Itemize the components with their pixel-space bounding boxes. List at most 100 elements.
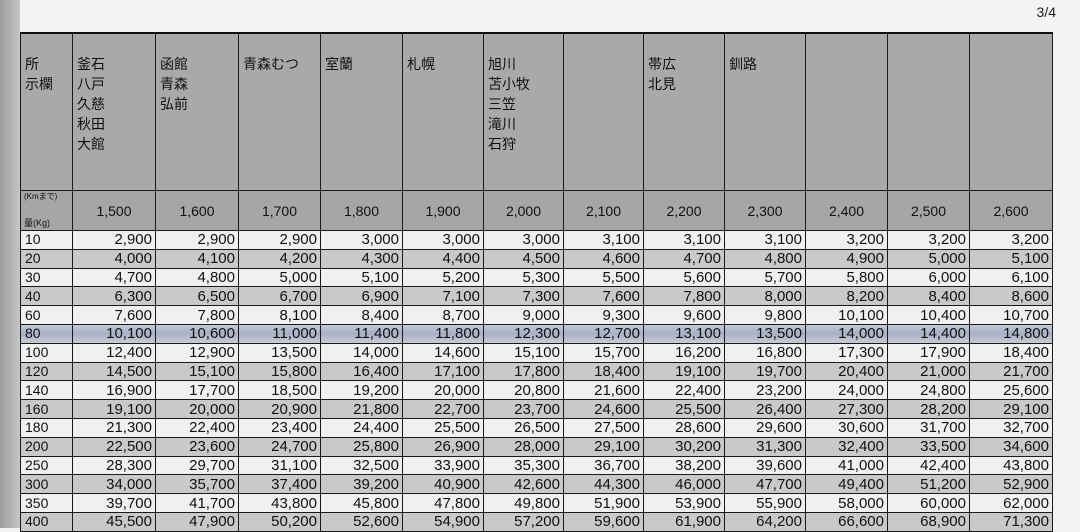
weight-cell: 400 bbox=[20, 511, 73, 532]
rate-cell: 3,200 bbox=[805, 230, 888, 250]
table-row: 60 7,600 7,800 8,100 8,400 8,700 9,000 9,300 9,6… bbox=[20, 305, 1053, 325]
rate-cell: 71,300 bbox=[969, 511, 1053, 532]
rate-cell: 10,600 bbox=[155, 323, 239, 344]
weight-cell: 180 bbox=[20, 417, 73, 438]
rate-cell: 33,500 bbox=[887, 436, 970, 457]
distance-header: 1,700 bbox=[238, 190, 321, 231]
rate-cell: 20,400 bbox=[805, 361, 888, 382]
rate-cell: 68,900 bbox=[887, 511, 970, 532]
destination-header: 函館 青森 弘前 bbox=[155, 32, 239, 191]
rate-cell: 36,700 bbox=[563, 455, 644, 476]
rate-cell: 8,200 bbox=[805, 286, 888, 307]
rate-cell: 9,300 bbox=[563, 305, 644, 325]
rate-cell: 23,200 bbox=[724, 380, 806, 401]
rate-cell: 8,100 bbox=[238, 305, 321, 325]
rate-cell: 49,800 bbox=[483, 493, 564, 513]
rate-cell: 29,700 bbox=[155, 455, 239, 476]
distance-header: 2,600 bbox=[969, 190, 1053, 231]
rate-cell: 21,600 bbox=[563, 380, 644, 401]
rate-cell: 19,100 bbox=[643, 361, 725, 382]
rate-cell: 15,700 bbox=[563, 342, 644, 363]
rate-cell: 51,900 bbox=[563, 493, 644, 513]
rate-cell: 20,000 bbox=[402, 380, 484, 401]
rate-cell: 17,900 bbox=[887, 342, 970, 363]
distance-header: 2,300 bbox=[724, 190, 806, 231]
rate-cell: 28,300 bbox=[72, 455, 156, 476]
weight-cell: 80 bbox=[20, 323, 73, 344]
rate-cell: 4,900 bbox=[805, 248, 888, 269]
rate-cell: 24,000 bbox=[805, 380, 888, 401]
rate-cell: 23,700 bbox=[483, 399, 564, 419]
rate-cell: 13,500 bbox=[724, 323, 806, 344]
rate-cell: 47,800 bbox=[402, 493, 484, 513]
rate-cell: 5,800 bbox=[805, 267, 888, 288]
rate-cell: 52,900 bbox=[969, 474, 1053, 495]
rate-cell: 5,500 bbox=[563, 267, 644, 288]
rate-cell: 7,600 bbox=[72, 305, 156, 325]
weight-cell: 100 bbox=[20, 342, 73, 363]
rate-cell: 32,500 bbox=[320, 455, 403, 476]
table-row: 10 2,900 2,900 2,900 3,000 3,000 3,000 3,100 3,1… bbox=[20, 230, 1053, 250]
distance-unit-label: (Kmまで) bbox=[24, 192, 58, 201]
rate-cell: 5,200 bbox=[402, 267, 484, 288]
rate-cell: 5,000 bbox=[238, 267, 321, 288]
rate-cell: 47,700 bbox=[724, 474, 806, 495]
rate-cell: 35,300 bbox=[483, 455, 564, 476]
destination-header: 札幌 bbox=[402, 32, 484, 191]
table-row: 40 6,300 6,500 6,700 6,900 7,100 7,300 7,600 7,8… bbox=[20, 286, 1053, 307]
table-row: 200 22,500 23,600 24,700 25,800 26,900 28,000 2… bbox=[20, 436, 1053, 457]
rate-cell: 52,600 bbox=[320, 511, 403, 532]
rate-cell: 24,600 bbox=[563, 399, 644, 419]
rate-cell: 28,200 bbox=[887, 399, 970, 419]
rate-cell: 32,700 bbox=[969, 417, 1053, 438]
rate-cell: 42,400 bbox=[887, 455, 970, 476]
rate-cell: 39,200 bbox=[320, 474, 403, 495]
distance-header: 2,400 bbox=[805, 190, 888, 231]
destination-header bbox=[563, 32, 644, 191]
rate-cell: 24,700 bbox=[238, 436, 321, 457]
table-row: 30 4,700 4,800 5,000 5,100 5,200 5,300 5,500 5,6… bbox=[20, 267, 1053, 288]
rate-cell: 5,000 bbox=[887, 248, 970, 269]
rate-cell: 21,300 bbox=[72, 417, 156, 438]
rate-cell: 9,600 bbox=[643, 305, 725, 325]
rate-cell: 22,500 bbox=[72, 436, 156, 457]
rate-cell: 6,100 bbox=[969, 267, 1053, 288]
rate-cell: 5,300 bbox=[483, 267, 564, 288]
rate-cell: 14,800 bbox=[969, 323, 1053, 344]
rate-cell: 4,200 bbox=[238, 248, 321, 269]
rate-cell: 53,900 bbox=[643, 493, 725, 513]
rate-cell: 37,400 bbox=[238, 474, 321, 495]
rate-cell: 49,400 bbox=[805, 474, 888, 495]
rate-cell: 13,100 bbox=[643, 323, 725, 344]
rate-cell: 29,600 bbox=[724, 417, 806, 438]
rate-cell: 27,500 bbox=[563, 417, 644, 438]
rate-cell: 2,900 bbox=[72, 230, 156, 250]
rate-cell: 16,900 bbox=[72, 380, 156, 401]
rate-cell: 20,900 bbox=[238, 399, 321, 419]
table-row: 140 16,900 17,700 18,500 19,200 20,000 20,800 2… bbox=[20, 380, 1053, 401]
rate-cell: 7,800 bbox=[643, 286, 725, 307]
corner-axis-labels: (Kmまで) 量(Kg) bbox=[20, 190, 73, 231]
rate-cell: 20,000 bbox=[155, 399, 239, 419]
rate-cell: 4,800 bbox=[155, 267, 239, 288]
rate-cell: 17,700 bbox=[155, 380, 239, 401]
rate-cell: 25,600 bbox=[969, 380, 1053, 401]
rate-cell: 6,700 bbox=[238, 286, 321, 307]
table-row: 400 45,500 47,900 50,200 52,600 54,900 57,200 5… bbox=[20, 511, 1053, 532]
distance-header-row: (Kmまで) 量(Kg) 1,500 1,600 1,700 1,800 1,900 2,… bbox=[20, 190, 1053, 231]
rate-cell: 11,400 bbox=[320, 323, 403, 344]
rate-cell: 4,000 bbox=[72, 248, 156, 269]
rate-cell: 7,600 bbox=[563, 286, 644, 307]
rate-cell: 10,100 bbox=[72, 323, 156, 344]
rate-cell: 31,700 bbox=[887, 417, 970, 438]
rate-cell: 58,000 bbox=[805, 493, 888, 513]
rate-cell: 12,700 bbox=[563, 323, 644, 344]
destination-header bbox=[969, 32, 1053, 191]
rate-cell: 64,200 bbox=[724, 511, 806, 532]
rate-cell: 18,400 bbox=[563, 361, 644, 382]
rate-cell: 6,500 bbox=[155, 286, 239, 307]
distance-header: 1,900 bbox=[402, 190, 484, 231]
rate-cell: 57,200 bbox=[483, 511, 564, 532]
page-number: 3/4 bbox=[1036, 4, 1056, 20]
rate-cell: 25,500 bbox=[402, 417, 484, 438]
